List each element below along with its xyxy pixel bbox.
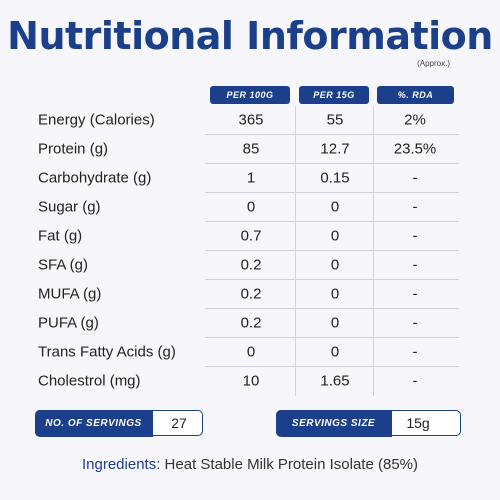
- column-divider: [295, 106, 296, 396]
- per-15g-value: 0: [330, 227, 340, 244]
- column-header-per-100g: PER 100G: [210, 86, 290, 104]
- table-row: Fat (g) 0.7 0 -: [0, 221, 500, 250]
- nutrient-label: PUFA (g): [38, 314, 99, 331]
- column-header-per-15g: PER 15G: [299, 86, 369, 104]
- per-15g-value: 0: [330, 314, 340, 331]
- per-15g-value: 0: [330, 198, 340, 215]
- servings-count-box: NO. OF SERVINGS 27: [34, 409, 203, 437]
- nutrient-label: Cholestrol (mg): [38, 372, 141, 389]
- table-row: Trans Fatty Acids (g) 0 0 -: [0, 337, 500, 366]
- rda-value: -: [412, 169, 418, 186]
- column-header-rda: %. RDA: [377, 86, 454, 104]
- per-100g-value: 0.7: [240, 227, 262, 244]
- page-title: Nutritional Information: [7, 14, 493, 58]
- per-15g-value: 55: [326, 111, 344, 128]
- nutrient-label: Sugar (g): [38, 198, 101, 215]
- servings-count-label: NO. OF SERVINGS: [34, 409, 153, 437]
- table-row: Sugar (g) 0 0 -: [0, 192, 500, 221]
- row-divider: [205, 134, 459, 135]
- row-divider: [205, 279, 459, 280]
- servings-size-label: SERVINGS SIZE: [275, 409, 392, 437]
- rda-value: 23.5%: [393, 140, 437, 157]
- per-100g-value: 0: [246, 198, 256, 215]
- table-row: Cholestrol (mg) 10 1.65 -: [0, 366, 500, 395]
- rda-value: -: [412, 256, 418, 273]
- rda-value: -: [412, 343, 418, 360]
- per-100g-value: 10: [242, 372, 260, 389]
- per-15g-value: 12.7: [320, 140, 350, 157]
- row-divider: [205, 163, 459, 164]
- row-divider: [205, 250, 459, 251]
- nutrient-label: SFA (g): [38, 256, 89, 273]
- row-divider: [205, 308, 459, 309]
- table-row: MUFA (g) 0.2 0 -: [0, 279, 500, 308]
- servings-count-value: 27: [171, 415, 187, 431]
- rda-value: -: [412, 198, 418, 215]
- per-100g-value: 0: [246, 343, 256, 360]
- table-row: SFA (g) 0.2 0 -: [0, 250, 500, 279]
- table-row: Energy (Calories) 365 55 2%: [0, 105, 500, 134]
- row-divider: [205, 192, 459, 193]
- per-15g-value: 0: [330, 285, 340, 302]
- per-100g-value: 365: [238, 111, 264, 128]
- per-15g-value: 0: [330, 343, 340, 360]
- nutrient-label: MUFA (g): [38, 285, 102, 302]
- per-100g-value: 85: [242, 140, 260, 157]
- per-100g-value: 1: [246, 169, 256, 186]
- per-15g-value: 0.15: [320, 169, 350, 186]
- servings-size-value: 15g: [406, 415, 430, 431]
- per-100g-value: 0.2: [240, 256, 262, 273]
- table-row: Protein (g) 85 12.7 23.5%: [0, 134, 500, 163]
- servings-size-box: SERVINGS SIZE 15g: [275, 409, 461, 437]
- nutrient-label: Trans Fatty Acids (g): [38, 343, 176, 360]
- per-100g-value: 0.2: [240, 314, 262, 331]
- rda-value: -: [412, 227, 418, 244]
- nutrient-label: Carbohydrate (g): [38, 169, 152, 186]
- nutrient-label: Energy (Calories): [38, 111, 155, 128]
- rda-value: -: [412, 285, 418, 302]
- row-divider: [205, 221, 459, 222]
- ingredients-line: Ingredients: Heat Stable Milk Protein Is…: [0, 456, 500, 473]
- nutrient-label: Fat (g): [38, 227, 83, 244]
- nutrient-label: Protein (g): [38, 140, 109, 157]
- approx-note: (Approx.): [417, 59, 450, 68]
- per-100g-value: 0.2: [240, 285, 262, 302]
- per-15g-value: 0: [330, 256, 340, 273]
- column-divider: [373, 106, 374, 396]
- rda-value: -: [412, 314, 418, 331]
- row-divider: [205, 366, 459, 367]
- per-15g-value: 1.65: [320, 372, 350, 389]
- ingredients-label: Ingredients:: [81, 456, 161, 473]
- table-row: Carbohydrate (g) 1 0.15 -: [0, 163, 500, 192]
- rda-value: -: [412, 372, 418, 389]
- ingredients-text: Heat Stable Milk Protein Isolate (85%): [164, 456, 418, 473]
- row-divider: [205, 337, 459, 338]
- table-row: PUFA (g) 0.2 0 -: [0, 308, 500, 337]
- rda-value: 2%: [404, 111, 426, 128]
